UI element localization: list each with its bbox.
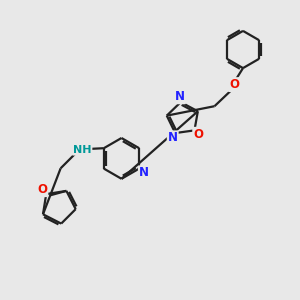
Text: N: N <box>168 131 178 144</box>
Text: O: O <box>229 78 239 91</box>
Text: N: N <box>175 90 185 103</box>
Text: O: O <box>38 183 47 196</box>
Text: O: O <box>193 128 203 141</box>
Text: N: N <box>139 166 149 179</box>
Text: NH: NH <box>73 145 92 155</box>
